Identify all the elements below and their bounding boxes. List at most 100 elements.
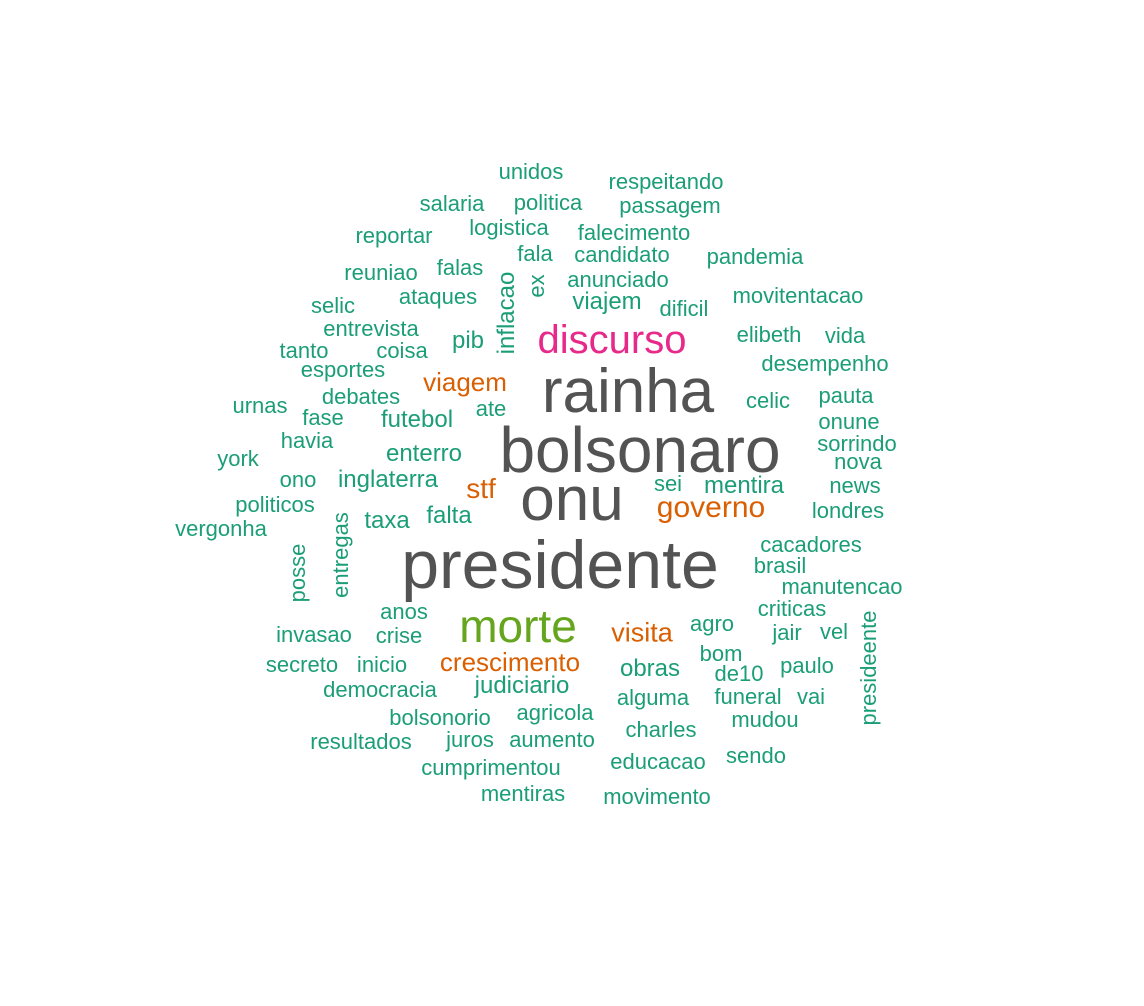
word-news: news	[829, 473, 881, 498]
word-mentiras: mentiras	[480, 781, 566, 806]
word-cumprimentou: cumprimentou	[421, 755, 561, 780]
word-secreto: secreto	[265, 652, 339, 677]
word-salaria: salaria	[419, 191, 485, 216]
word-mudou: mudou	[731, 707, 799, 732]
word-sendo: sendo	[726, 743, 786, 768]
word-falta: falta	[426, 502, 472, 529]
word-ataques: ataques	[398, 284, 478, 309]
word-pandemia: pandemia	[706, 244, 804, 269]
word-pauta: pauta	[818, 383, 874, 408]
word-sei: sei	[653, 471, 683, 496]
word-onune: onune	[818, 409, 880, 434]
word-presideente: presideente	[856, 610, 881, 726]
word-dificil: dificil	[659, 296, 709, 321]
word-brasil: brasil	[753, 553, 807, 578]
word-aumento: aumento	[509, 727, 595, 752]
word-desempenho: desempenho	[761, 351, 889, 376]
word-coisa: coisa	[376, 338, 428, 363]
word-mentira: mentira	[703, 472, 785, 499]
word-rainha: rainha	[541, 357, 715, 426]
word-celic: celic	[745, 388, 791, 413]
word-viagem: viagem	[423, 367, 507, 397]
word-alguma: alguma	[616, 685, 690, 710]
word-vel: vel	[819, 619, 849, 644]
word-vida: vida	[824, 323, 866, 348]
word-urnas: urnas	[232, 393, 288, 418]
word-paulo: paulo	[780, 653, 834, 678]
word-bom: bom	[699, 641, 743, 666]
word-resultados: resultados	[310, 729, 412, 754]
word-inicio: inicio	[356, 652, 408, 677]
word-anos: anos	[380, 599, 428, 624]
word-de10: de10	[714, 661, 764, 686]
word-entrevista: entrevista	[323, 316, 419, 341]
word-politicos: politicos	[235, 492, 315, 517]
word-presidente: presidente	[401, 527, 719, 603]
word-reuniao: reuniao	[344, 260, 418, 285]
word-elibeth: elibeth	[736, 322, 802, 347]
word-inglaterra: inglaterra	[337, 466, 439, 493]
word-londres: londres	[811, 498, 885, 523]
word-respeitando: respeitando	[608, 169, 724, 194]
word-democracia: democracia	[323, 677, 437, 702]
word-logistica: logistica	[469, 215, 549, 240]
word-bolsonaro: bolsonaro	[499, 414, 781, 486]
word-falecimento: falecimento	[577, 220, 691, 245]
word-morte: morte	[459, 600, 577, 652]
word-pib: pib	[451, 327, 485, 354]
word-obras: obras	[619, 655, 681, 682]
word-anunciado: anunciado	[567, 267, 669, 292]
word-criticas: criticas	[757, 596, 827, 621]
word-ate: ate	[475, 396, 507, 421]
word-selic: selic	[310, 293, 356, 318]
word-unidos: unidos	[498, 159, 564, 184]
word-jair: jair	[772, 620, 802, 645]
word-candidato: candidato	[574, 242, 670, 267]
word-tanto: tanto	[279, 338, 329, 363]
word-taxa: taxa	[364, 507, 410, 534]
word-crise: crise	[375, 623, 423, 648]
word-movimento: movimento	[603, 784, 711, 809]
word-esportes: esportes	[300, 357, 386, 382]
word-crescimento: crescimento	[439, 647, 581, 677]
word-vergonha: vergonha	[175, 516, 267, 541]
word-york: york	[217, 446, 259, 471]
word-enterro: enterro	[385, 440, 463, 467]
word-debates: debates	[321, 384, 401, 409]
word-sorrindo: sorrindo	[817, 431, 897, 456]
word-agricola: agricola	[516, 700, 594, 725]
word-ex: ex	[524, 274, 549, 298]
word-judiciario: judiciario	[474, 672, 570, 699]
word-entregas: entregas	[328, 512, 353, 598]
word-stf: stf	[466, 473, 496, 504]
word-ono: ono	[279, 467, 317, 492]
word-futebol: futebol	[380, 406, 454, 433]
word-educacao: educacao	[610, 749, 706, 774]
word-discurso: discurso	[537, 318, 687, 362]
word-reportar: reportar	[355, 223, 433, 248]
word-agro: agro	[689, 611, 735, 636]
word-havia: havia	[280, 428, 334, 453]
word-manutencao: manutencao	[781, 574, 903, 599]
word-charles: charles	[625, 717, 697, 742]
word-posse: posse	[285, 543, 310, 603]
word-onu: onu	[520, 465, 624, 534]
word-governo: governo	[656, 491, 766, 524]
word-bolsonorio: bolsonorio	[389, 705, 491, 730]
word-politica: politica	[513, 190, 583, 215]
word-inflacao: inflacao	[493, 271, 520, 355]
word-fase: fase	[302, 405, 344, 430]
word-nova: nova	[834, 449, 882, 474]
word-vai: vai	[796, 684, 826, 709]
word-passagem: passagem	[619, 193, 721, 218]
word-movitentacao: movitentacao	[732, 283, 864, 308]
word-invasao: invasao	[276, 622, 352, 647]
word-cacadores: cacadores	[760, 532, 862, 557]
word-juros: juros	[446, 727, 494, 752]
word-falas: falas	[436, 255, 484, 280]
word-fala: fala	[517, 241, 553, 266]
word-viajem: viajem	[572, 288, 642, 315]
word-visita: visita	[611, 617, 673, 648]
word-funeral: funeral	[714, 684, 782, 709]
